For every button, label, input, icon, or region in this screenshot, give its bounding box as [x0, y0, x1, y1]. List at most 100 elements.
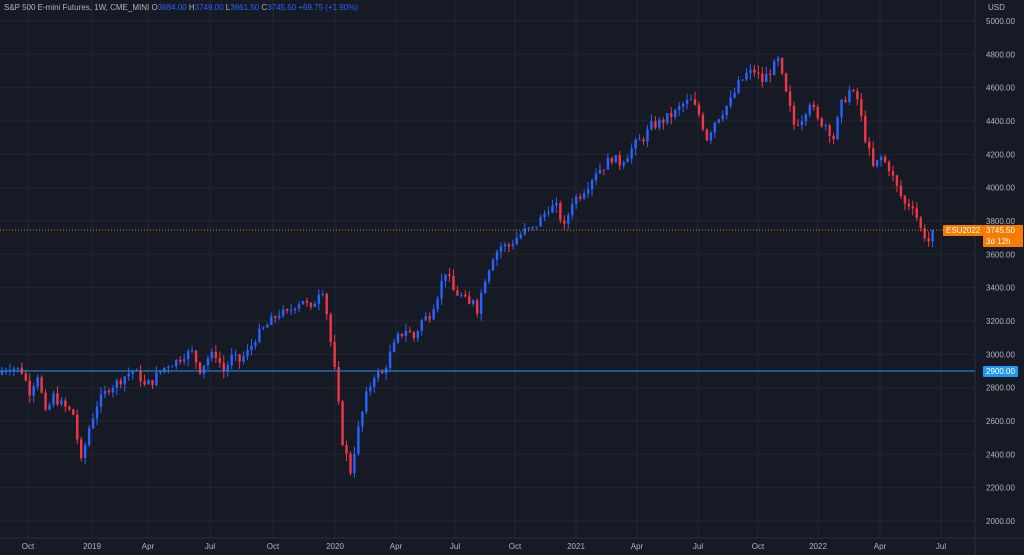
candle[interactable]	[226, 361, 229, 377]
candle[interactable]	[788, 85, 792, 112]
candle[interactable]	[357, 421, 360, 456]
last-price-tag[interactable]: 3745.50 3d 12h	[983, 225, 1023, 247]
candle[interactable]	[650, 114, 653, 131]
candle[interactable]	[701, 111, 705, 132]
candle[interactable]	[190, 345, 194, 354]
candle[interactable]	[361, 410, 364, 432]
candle[interactable]	[254, 339, 257, 350]
candle[interactable]	[388, 344, 392, 372]
candle[interactable]	[547, 206, 550, 217]
candle[interactable]	[551, 199, 554, 214]
candle[interactable]	[515, 231, 518, 246]
candle[interactable]	[139, 365, 142, 387]
candle[interactable]	[258, 323, 261, 344]
candle[interactable]	[757, 65, 760, 79]
candle[interactable]	[919, 215, 922, 232]
candle[interactable]	[416, 329, 419, 342]
candle[interactable]	[52, 390, 55, 408]
candle[interactable]	[317, 289, 320, 311]
candle[interactable]	[246, 344, 249, 361]
candle[interactable]	[404, 323, 408, 343]
candle[interactable]	[796, 119, 800, 127]
candle[interactable]	[483, 279, 487, 294]
candle[interactable]	[887, 159, 891, 177]
candle[interactable]	[848, 85, 851, 106]
candle[interactable]	[452, 269, 455, 291]
candle[interactable]	[800, 115, 804, 131]
candle[interactable]	[630, 143, 633, 164]
candle[interactable]	[911, 200, 914, 216]
candle[interactable]	[377, 367, 380, 383]
candle[interactable]	[131, 370, 134, 380]
candle[interactable]	[87, 424, 91, 448]
candle[interactable]	[927, 231, 930, 247]
candle[interactable]	[468, 291, 471, 305]
candle[interactable]	[523, 223, 526, 236]
candle[interactable]	[618, 150, 621, 170]
candle[interactable]	[575, 194, 578, 210]
candle[interactable]	[32, 383, 35, 403]
candle[interactable]	[864, 110, 867, 144]
candle[interactable]	[384, 365, 388, 381]
candle[interactable]	[804, 112, 808, 126]
candle[interactable]	[773, 59, 776, 76]
candle[interactable]	[297, 301, 301, 313]
candle[interactable]	[305, 297, 309, 307]
candle[interactable]	[487, 269, 491, 285]
candle[interactable]	[266, 322, 269, 328]
candle[interactable]	[396, 331, 400, 345]
candle[interactable]	[776, 56, 780, 67]
candle[interactable]	[175, 359, 178, 370]
candle[interactable]	[365, 386, 368, 415]
candle[interactable]	[559, 200, 562, 224]
candle[interactable]	[816, 104, 819, 121]
candle[interactable]	[677, 102, 681, 117]
candle[interactable]	[250, 339, 253, 356]
candle[interactable]	[353, 446, 356, 478]
candle[interactable]	[309, 301, 313, 311]
candle[interactable]	[689, 94, 693, 101]
candle[interactable]	[693, 91, 697, 106]
candle[interactable]	[44, 389, 47, 412]
candle[interactable]	[329, 312, 332, 347]
candle[interactable]	[602, 169, 606, 176]
candle[interactable]	[674, 108, 677, 120]
candle[interactable]	[119, 377, 122, 389]
candle[interactable]	[48, 402, 51, 411]
candle[interactable]	[824, 123, 827, 131]
candle[interactable]	[685, 93, 689, 110]
candle[interactable]	[899, 179, 903, 200]
candle[interactable]	[301, 300, 305, 305]
candle[interactable]	[820, 117, 823, 128]
candle[interactable]	[321, 290, 324, 297]
candle[interactable]	[555, 197, 558, 213]
candle[interactable]	[24, 369, 27, 382]
candle[interactable]	[666, 113, 669, 126]
candle[interactable]	[151, 380, 154, 390]
candle[interactable]	[420, 318, 423, 336]
candle[interactable]	[780, 57, 784, 76]
candle[interactable]	[535, 226, 538, 231]
candle[interactable]	[242, 351, 245, 365]
candle[interactable]	[923, 224, 926, 242]
candle[interactable]	[20, 362, 23, 375]
candle[interactable]	[753, 64, 756, 77]
candle[interactable]	[436, 296, 439, 313]
candle[interactable]	[8, 363, 12, 376]
candle[interactable]	[456, 285, 459, 296]
candle[interactable]	[171, 365, 174, 368]
candle[interactable]	[713, 121, 716, 138]
horizontal-line-price-tag[interactable]: 2900.00	[983, 366, 1018, 377]
candle[interactable]	[412, 331, 416, 342]
candle[interactable]	[717, 118, 720, 124]
candle[interactable]	[812, 100, 815, 111]
candle[interactable]	[202, 365, 206, 379]
candle[interactable]	[36, 374, 39, 391]
candle[interactable]	[325, 292, 328, 320]
candle[interactable]	[230, 347, 233, 370]
candle[interactable]	[610, 156, 614, 165]
candle[interactable]	[68, 405, 71, 412]
candle[interactable]	[729, 90, 732, 109]
candle[interactable]	[281, 304, 285, 319]
